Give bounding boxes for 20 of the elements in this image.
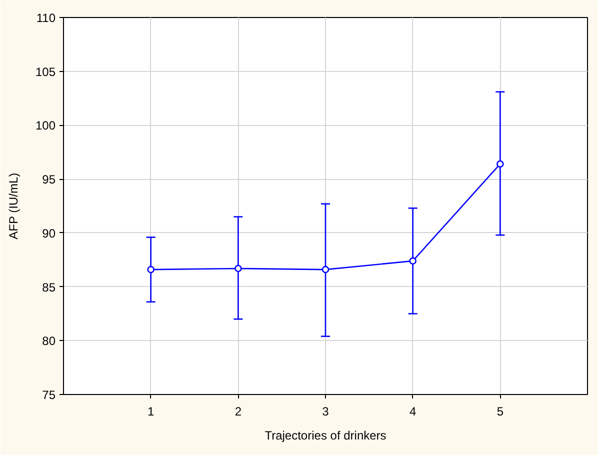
y-tick-label: 95 (42, 172, 56, 187)
x-tick-label: 5 (496, 404, 504, 418)
x-tick-label: 2 (234, 404, 242, 418)
point (147, 266, 154, 274)
point (496, 160, 504, 168)
y-tick-label: 100 (35, 118, 56, 133)
y-tick-label: 80 (42, 334, 56, 348)
y-tick-label: 105 (35, 64, 56, 79)
y-tick-label: 90 (42, 226, 56, 240)
x-axis-title: Trajectories of drinkers (264, 428, 386, 442)
point (409, 257, 416, 265)
y-tick-label: 85 (42, 280, 56, 294)
point (322, 266, 330, 274)
x-tick-label: 4 (409, 404, 416, 418)
point (234, 264, 242, 272)
y-axis-title: AFP (IU/mL) (6, 172, 20, 240)
y-tick-label: 110 (36, 11, 56, 25)
y-tick-label: 75 (42, 388, 56, 402)
x-tick-label: 3 (322, 404, 330, 418)
x-tick-label: 1 (147, 404, 154, 418)
